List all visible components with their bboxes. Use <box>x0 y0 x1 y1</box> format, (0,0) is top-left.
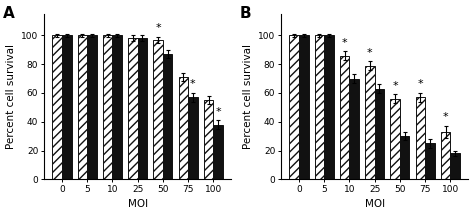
Text: *: * <box>367 48 373 58</box>
X-axis label: MOI: MOI <box>365 200 385 209</box>
Text: B: B <box>240 6 251 21</box>
Y-axis label: Percent cell survival: Percent cell survival <box>243 44 253 149</box>
Text: *: * <box>443 112 448 123</box>
Bar <box>290 35 299 179</box>
Text: *: * <box>155 23 161 33</box>
Bar <box>390 99 400 179</box>
Bar <box>450 154 460 179</box>
Bar <box>425 143 435 179</box>
Text: A: A <box>3 6 14 21</box>
Bar <box>324 35 334 179</box>
Text: *: * <box>392 81 398 91</box>
Bar <box>163 54 173 179</box>
Bar <box>78 35 87 179</box>
Text: *: * <box>190 79 196 89</box>
Text: *: * <box>418 79 423 89</box>
Bar <box>315 35 324 179</box>
Bar <box>62 35 72 179</box>
Bar <box>87 35 97 179</box>
Bar <box>340 55 349 179</box>
Bar <box>204 100 213 179</box>
Bar <box>441 132 450 179</box>
Bar <box>400 136 410 179</box>
Bar <box>153 40 163 179</box>
Bar <box>365 66 374 179</box>
Text: *: * <box>215 107 221 117</box>
Bar <box>374 89 384 179</box>
Bar <box>103 35 112 179</box>
Bar <box>53 35 62 179</box>
Bar <box>416 97 425 179</box>
Y-axis label: Percent cell survival: Percent cell survival <box>6 44 16 149</box>
X-axis label: MOI: MOI <box>128 200 148 209</box>
Bar <box>299 35 309 179</box>
Bar <box>188 97 198 179</box>
Bar <box>112 35 122 179</box>
Bar <box>137 38 147 179</box>
Bar <box>179 77 188 179</box>
Bar <box>213 125 223 179</box>
Bar <box>349 79 359 179</box>
Text: *: * <box>342 38 347 48</box>
Bar <box>128 38 137 179</box>
